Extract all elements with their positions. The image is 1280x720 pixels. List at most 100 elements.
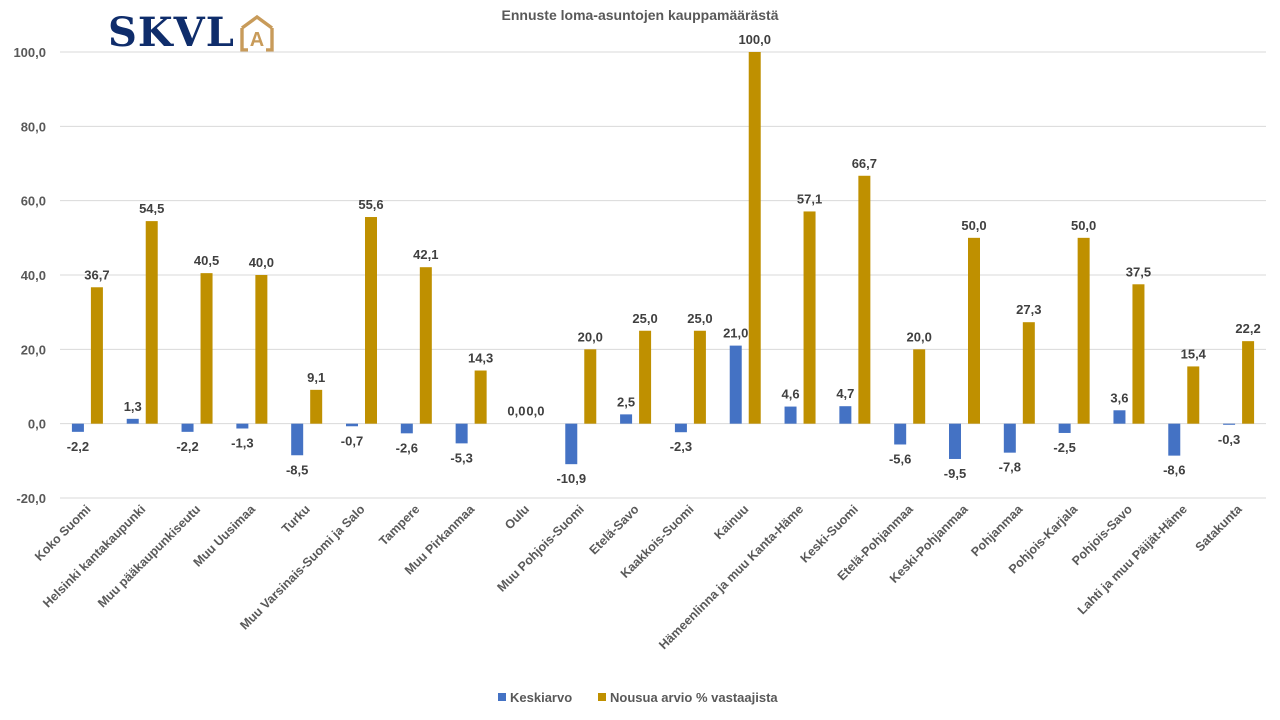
x-tick-label: Pohjanmaa <box>968 501 1026 559</box>
legend-label: Nousua arvio % vastaajista <box>610 690 778 705</box>
bar-nousua-4 <box>310 389 323 424</box>
bar-keskiarvo-10 <box>620 414 633 424</box>
data-label: -1,3 <box>231 435 253 450</box>
chart-title: Ennuste loma-asuntojen kauppamäärästä <box>502 7 779 23</box>
y-tick-label: 40,0 <box>21 268 46 283</box>
x-tick-label: Koko Suomi <box>32 502 93 563</box>
house-icon: A <box>240 14 274 52</box>
data-label: 22,2 <box>1235 321 1260 336</box>
data-label: 2,5 <box>617 394 635 409</box>
bar-keskiarvo-2 <box>181 423 194 432</box>
bar-keskiarvo-18 <box>1058 423 1071 433</box>
bar-nousua-17 <box>1022 322 1035 424</box>
data-label: 50,0 <box>1071 218 1096 233</box>
x-tick-label: Muu pääkaupunkiseutu <box>95 502 203 610</box>
data-label: 42,1 <box>413 247 438 262</box>
data-label: 14,3 <box>468 351 493 366</box>
data-label: -8,6 <box>1163 463 1185 478</box>
y-axis-ticks: -20,0 0,0 20,0 40,0 60,0 80,0 100,0 <box>13 45 46 506</box>
data-label: -8,5 <box>286 462 308 477</box>
x-tick-label: Turku <box>279 502 313 536</box>
legend-swatch <box>498 693 506 701</box>
data-label: 50,0 <box>961 218 986 233</box>
data-label: 40,0 <box>249 255 274 270</box>
bar-nousua-6 <box>419 267 432 424</box>
data-label: 9,1 <box>307 370 325 385</box>
data-label: 15,4 <box>1181 346 1207 361</box>
bar-nousua-1 <box>145 221 158 424</box>
bar-keskiarvo-9 <box>565 423 578 465</box>
bar-nousua-15 <box>913 349 926 424</box>
bar-nousua-16 <box>968 237 980 424</box>
bars <box>71 52 1255 465</box>
bar-keskiarvo-15 <box>894 423 907 445</box>
bar-nousua-14 <box>858 175 871 424</box>
bar-keskiarvo-11 <box>674 423 687 433</box>
bar-keskiarvo-17 <box>1003 423 1016 453</box>
bar-keskiarvo-16 <box>949 423 961 459</box>
y-tick-label: 100,0 <box>13 45 46 60</box>
data-label: 21,0 <box>723 326 748 341</box>
y-tick-label: 60,0 <box>21 194 46 209</box>
data-label: -2,2 <box>67 439 89 454</box>
data-label: 1,3 <box>124 399 142 414</box>
bar-nousua-19 <box>1132 284 1145 424</box>
data-label: -0,3 <box>1218 432 1240 447</box>
data-label: 20,0 <box>907 329 932 344</box>
bar-nousua-11 <box>693 330 706 424</box>
bar-nousua-5 <box>365 217 377 424</box>
data-label: 55,6 <box>358 197 383 212</box>
y-tick-label: 80,0 <box>21 119 46 134</box>
data-label: 20,0 <box>578 329 603 344</box>
data-label: 57,1 <box>797 191 822 206</box>
x-tick-label: Satakunta <box>1193 501 1246 554</box>
data-label: 4,6 <box>782 387 800 402</box>
bar-nousua-3 <box>255 275 268 424</box>
data-label: 4,7 <box>836 386 854 401</box>
data-label: 0,0 <box>526 404 544 419</box>
legend-swatch <box>598 693 606 701</box>
x-tick-label: Etelä-Savo <box>587 502 642 557</box>
bar-keskiarvo-6 <box>400 423 413 434</box>
legend-item: Nousua arvio % vastaajista <box>598 690 778 705</box>
bar-nousua-13 <box>803 211 816 424</box>
y-tick-label: 0,0 <box>28 417 46 432</box>
bar-keskiarvo-4 <box>291 423 304 456</box>
legend-item: Keskiarvo <box>498 690 572 705</box>
data-label: 27,3 <box>1016 302 1041 317</box>
legend-label: Keskiarvo <box>510 690 572 705</box>
bar-keskiarvo-19 <box>1113 410 1126 424</box>
bar-keskiarvo-7 <box>455 423 468 444</box>
data-label: -10,9 <box>556 471 586 486</box>
bar-nousua-9 <box>584 349 597 424</box>
bar-nousua-12 <box>748 52 761 424</box>
data-label: 54,5 <box>139 201 164 216</box>
bar-keskiarvo-1 <box>126 418 139 424</box>
data-label: -2,2 <box>176 439 198 454</box>
bar-nousua-18 <box>1077 237 1090 424</box>
data-label: -2,3 <box>670 439 692 454</box>
data-labels: -2,2 36,7 1,3 54,5 -2,2 40,5 -1,3 40,0 -8,5 9,1 -0… <box>67 32 1261 486</box>
bar-keskiarvo-21 <box>1223 423 1236 425</box>
data-label: 0,0 <box>507 404 525 419</box>
x-tick-label: Lahti ja muu Päijät-Häme <box>1075 502 1190 617</box>
data-label: -0,7 <box>341 433 363 448</box>
bar-nousua-10 <box>639 330 652 424</box>
data-label: 25,0 <box>687 311 712 326</box>
data-label: -5,3 <box>450 450 472 465</box>
bar-keskiarvo-3 <box>236 423 249 429</box>
data-label: 40,5 <box>194 253 219 268</box>
skvl-logo: SKVL A <box>104 12 280 54</box>
data-label: 3,6 <box>1110 390 1128 405</box>
bar-nousua-21 <box>1242 341 1255 424</box>
data-label: -9,5 <box>944 466 966 481</box>
bar-keskiarvo-13 <box>784 406 797 424</box>
logo-text: SKVL <box>108 9 235 56</box>
svg-text:A: A <box>250 29 264 51</box>
bar-nousua-2 <box>200 273 213 424</box>
bar-keskiarvo-5 <box>346 423 358 427</box>
x-tick-label: Tampere <box>376 502 422 548</box>
data-label: 25,0 <box>632 311 657 326</box>
